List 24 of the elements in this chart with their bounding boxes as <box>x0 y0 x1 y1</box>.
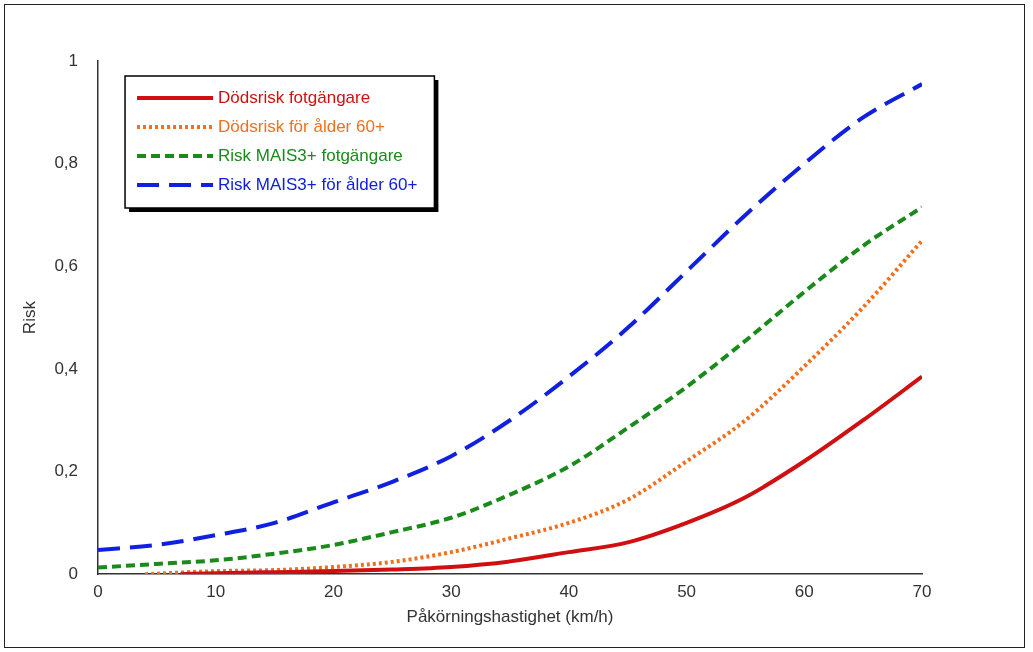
x-axis-title: Påkörningshastighet (km/h) <box>406 607 614 627</box>
legend-label: Risk MAIS3+ för ålder 60+ <box>218 174 418 194</box>
legend-label: Risk MAIS3+ fotgängare <box>218 145 403 165</box>
x-tick-label: 60 <box>794 582 814 602</box>
y-axis-title: Risk <box>19 300 39 335</box>
x-tick-label: 40 <box>559 582 579 602</box>
x-tick-label: 50 <box>677 582 697 602</box>
line-series <box>178 374 922 575</box>
x-tick-label: 30 <box>441 582 461 602</box>
legend-label: Dödsrisk för ålder 60+ <box>218 116 385 136</box>
y-tick-label: 0,4 <box>54 358 79 378</box>
x-tick-label: 70 <box>912 582 932 602</box>
legend-label: Dödsrisk fotgängare <box>218 87 371 107</box>
x-tick-label: 0 <box>93 582 103 602</box>
y-tick-label: 0,2 <box>54 461 79 481</box>
line-series <box>98 205 922 570</box>
x-tick-label: 20 <box>323 582 343 602</box>
line-series <box>98 82 922 553</box>
y-tick-label: 0 <box>68 563 79 583</box>
x-tick-label: 10 <box>206 582 226 602</box>
y-tick-label: 1 <box>68 50 79 70</box>
y-tick-label: 0,8 <box>54 153 79 173</box>
y-tick-label: 0,6 <box>54 255 79 275</box>
line-series <box>143 238 922 575</box>
